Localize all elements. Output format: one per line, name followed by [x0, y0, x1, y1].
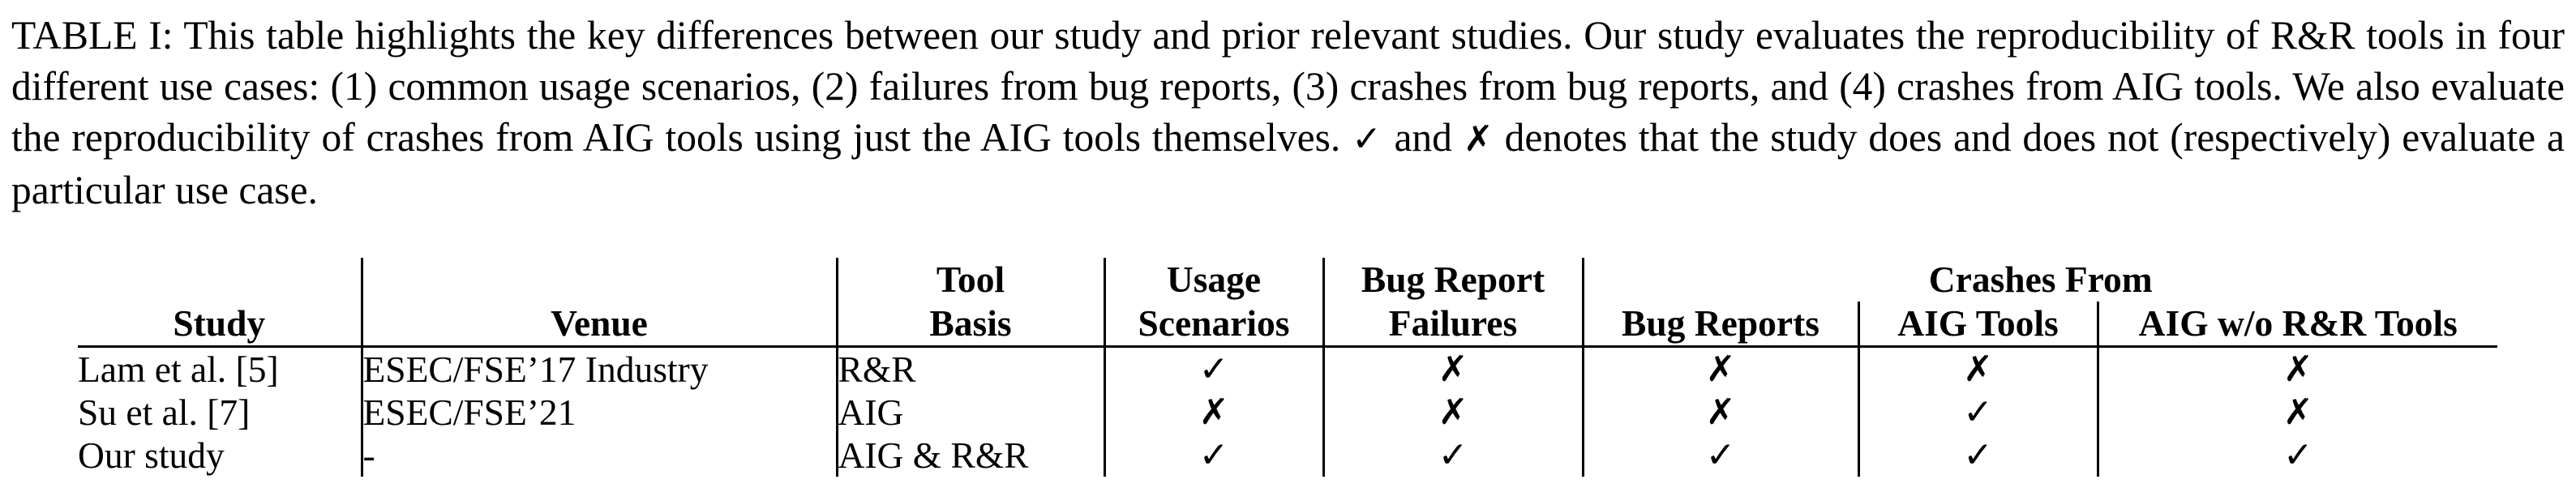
cell-study: Lam et al. [5]	[78, 346, 363, 391]
cell-crash-aig-wo-mark: ✓	[2282, 434, 2313, 476]
check-mark-icon: ✓	[1352, 118, 1383, 160]
header-bugfail-line1: Bug Report	[1323, 258, 1584, 302]
header-row-1: Study Venue Tool Usage Bug Report Crashe…	[78, 258, 2497, 348]
header-study: Study	[78, 258, 363, 348]
header-venue: Venue	[362, 258, 838, 348]
cell-tool-basis: AIG & R&R	[837, 434, 1106, 477]
cell-crash-aig-tools-mark: ✓	[1858, 391, 2099, 434]
cross-mark-icon: ✗	[1463, 118, 1494, 160]
header-crash-bug-reports: Bug Reports	[1583, 302, 1860, 348]
cell-crash-aig-tools-mark: ✗	[1858, 346, 2099, 391]
cell-crash-bug-reports-mark: ✓	[1583, 434, 1860, 477]
header-tool-basis-line2: Basis	[837, 302, 1106, 348]
cell-bug-failures-mark: ✓	[1323, 434, 1584, 477]
cell-tool-basis: R&R	[837, 346, 1106, 391]
cell-usage-mark: ✓	[1104, 434, 1325, 477]
caption-text-prefix: TABLE I: This table highlights the key d…	[11, 13, 2565, 160]
header-tool-basis-line1: Tool	[837, 258, 1106, 302]
cell-study: Our study	[78, 434, 363, 477]
table-row: Our study - AIG & R&R ✓ ✓ ✓ ✓ ✓	[78, 434, 2497, 477]
comparison-table: Study Venue Tool Usage Bug Report Crashe…	[78, 258, 2498, 477]
header-crashes-from: Crashes From	[1928, 259, 2153, 300]
table-caption: TABLE I: This table highlights the key d…	[11, 10, 2565, 216]
cell-crash-aig-wo-mark: ✗	[2282, 392, 2313, 433]
cell-crash-bug-reports-mark: ✗	[1583, 391, 1860, 434]
cell-crash-aig-tools-mark: ✓	[1858, 434, 2099, 477]
table-row: Su et al. [7] ESEC/FSE’21 AIG ✗ ✗ ✗ ✓ ✗	[78, 391, 2497, 434]
cell-crash-bug-reports-mark: ✗	[1583, 346, 1860, 391]
cell-venue: ESEC/FSE’17 Industry	[362, 346, 838, 391]
cell-usage-mark: ✓	[1104, 346, 1325, 391]
header-crash-aig-wo-rr: AIG w/o R&R Tools	[2098, 302, 2498, 348]
cell-bug-failures-mark: ✗	[1323, 346, 1584, 391]
caption-text-suffix: denotes that the study does and does not…	[11, 115, 2565, 212]
header-crash-aig-tools: AIG Tools	[1858, 302, 2099, 348]
caption-text-middle: and	[1382, 115, 1464, 160]
cell-crash-aig-wo-mark: ✗	[2282, 349, 2313, 390]
cell-venue: ESEC/FSE’21	[362, 391, 838, 434]
table-row: Lam et al. [5] ESEC/FSE’17 Industry R&R …	[78, 346, 2497, 391]
cell-study: Su et al. [7]	[78, 391, 363, 434]
header-usage-line1: Usage	[1104, 258, 1325, 302]
cell-bug-failures-mark: ✗	[1323, 391, 1584, 434]
header-bugfail-line2: Failures	[1323, 302, 1584, 348]
cell-tool-basis: AIG	[837, 391, 1106, 434]
cell-usage-mark: ✗	[1104, 391, 1325, 434]
header-row-2: Basis Scenarios Failures Bug Reports AIG…	[78, 302, 2498, 348]
header-usage-line2: Scenarios	[1104, 302, 1325, 348]
cell-venue: -	[362, 434, 838, 477]
